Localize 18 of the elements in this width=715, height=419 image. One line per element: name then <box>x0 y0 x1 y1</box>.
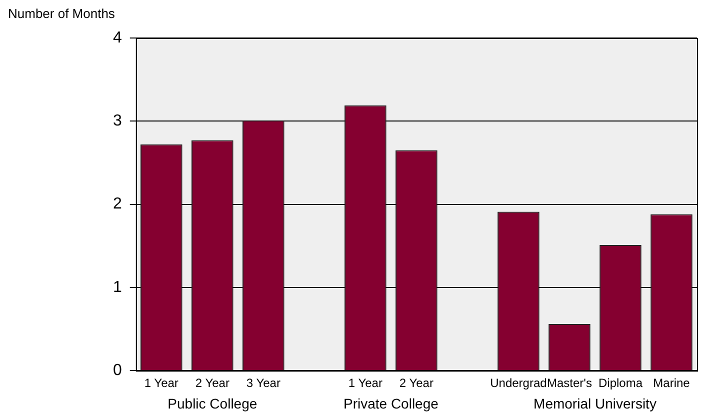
y-axis-title: Number of Months <box>8 6 116 22</box>
text: Public College <box>168 395 258 412</box>
y-tick-label: 3 <box>112 112 122 130</box>
x-tick-label: 1 Year <box>348 376 382 390</box>
y-tick-label: 4 <box>112 29 122 46</box>
x-tick-label: Undergrad <box>490 376 547 390</box>
y-tick-label: 2 <box>112 196 122 213</box>
text: Memorial University <box>534 395 656 412</box>
x-tick-label: Marine <box>653 376 690 390</box>
y-tick-label: 1 <box>112 278 122 296</box>
x-tick-label: Diploma <box>598 376 643 390</box>
x-tick-label: 1 Year <box>144 376 178 390</box>
y-tick-label: 0 <box>112 362 122 380</box>
x-tick-label: Master's <box>546 376 592 390</box>
x-tick-label: 2 Year <box>195 376 230 390</box>
x-tick-label: 3 Year <box>246 376 280 390</box>
x-tick-label: 2 Year <box>399 376 434 390</box>
text: Private College <box>343 395 439 412</box>
